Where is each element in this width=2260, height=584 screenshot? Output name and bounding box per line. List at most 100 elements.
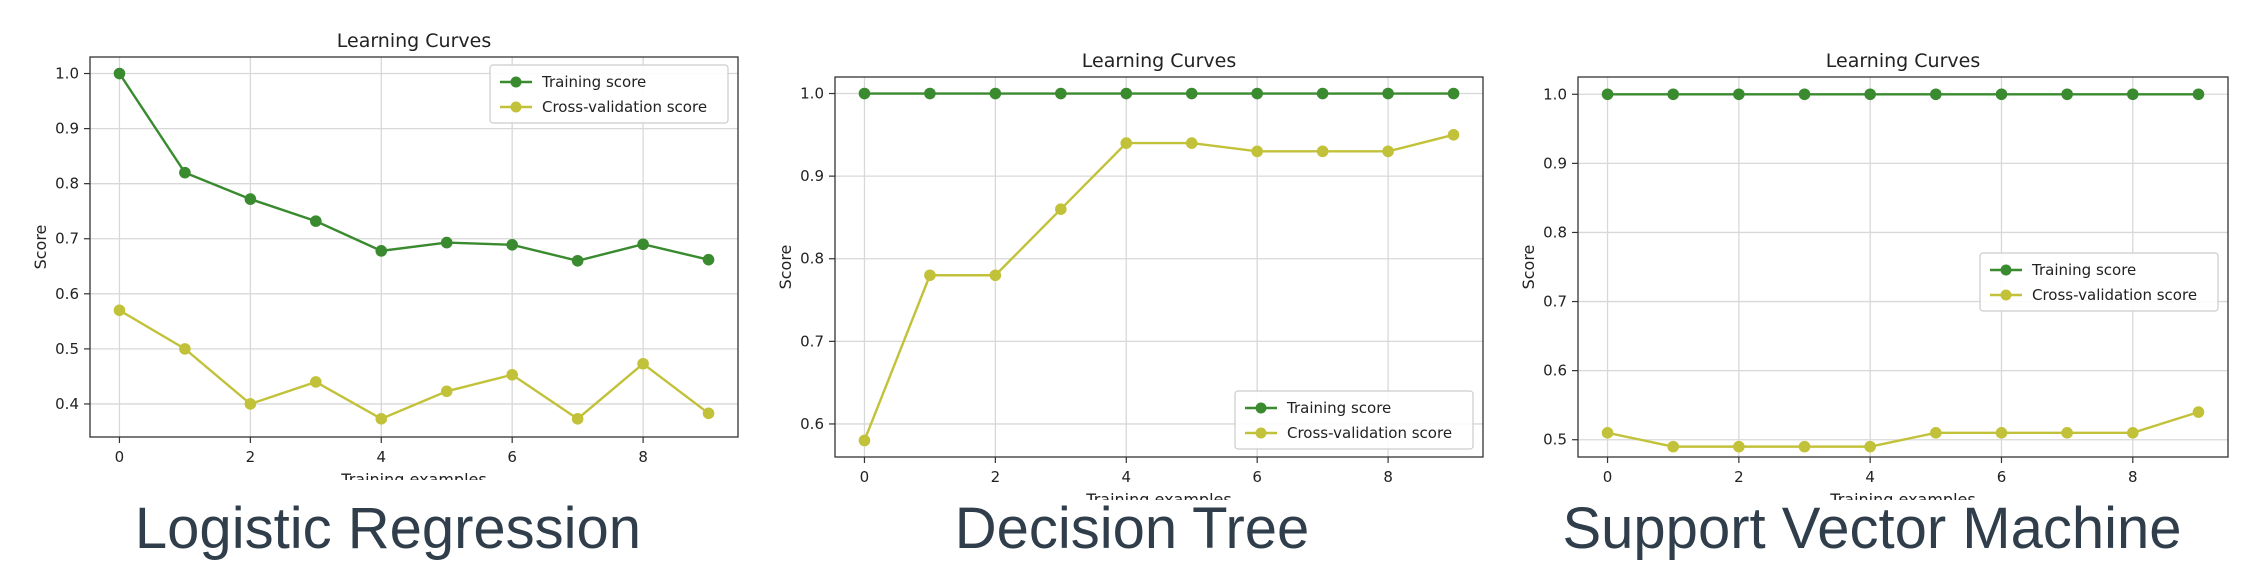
legend-box — [1234, 390, 1474, 450]
cv-score-point — [1601, 427, 1614, 439]
legend-swatch-marker — [1255, 402, 1267, 414]
y-tick-label: 0.9 — [800, 167, 824, 185]
training-score-point — [989, 87, 1002, 100]
training-score-point — [1316, 87, 1329, 100]
training-score-point — [2061, 88, 2073, 101]
x-axis-label: Training examples — [340, 470, 486, 480]
training-score-point — [1055, 87, 1067, 100]
x-tick-label: 2 — [991, 468, 1001, 486]
cv-score-point — [244, 398, 257, 410]
legend-label: Training score — [2031, 261, 2136, 279]
cv-score-point — [179, 343, 191, 355]
caption-logistic-regression: Logistic Regression — [134, 496, 642, 561]
cv-score-point — [1382, 145, 1394, 158]
cv-score-point — [2126, 427, 2139, 439]
cv-score-point — [1120, 137, 1133, 149]
legend-label: Cross-validation score — [1287, 424, 1452, 442]
x-tick-label: 8 — [1383, 468, 1393, 486]
x-tick-label: 6 — [1252, 468, 1262, 486]
x-tick-label: 2 — [1734, 468, 1744, 486]
training-score-point — [924, 87, 936, 100]
cv-score-point — [375, 413, 388, 425]
logistic-regression-chart: 0 2 4 6 8 0.4 0.5 0.6 0.7 0.8 0.9 1.0 Learning Curve… — [31, 30, 739, 480]
cv-score-point — [989, 269, 1002, 282]
cv-score-point — [1185, 137, 1198, 149]
axes-frame — [1577, 76, 2229, 458]
training-score-point — [244, 193, 257, 205]
axes-frame — [834, 76, 1484, 458]
x-tick-label: 6 — [507, 448, 517, 466]
training-score-point — [1864, 88, 1876, 101]
training-score-point — [113, 67, 126, 80]
legend-swatch-marker — [2000, 264, 2012, 276]
decision-tree-chart: 0 2 4 6 8 0.6 0.7 0.8 0.9 1.0 Learning Curves Train… — [776, 50, 1484, 500]
legend: Training score Cross-validation score — [1979, 252, 2219, 312]
cv-score-point — [637, 357, 649, 370]
training-score-point — [1120, 87, 1133, 100]
training-score-point — [637, 238, 649, 251]
y-tick-label: 1.0 — [800, 85, 824, 103]
cv-score-point — [924, 269, 936, 282]
legend-label: Training score — [541, 73, 646, 91]
cv-score-point — [858, 434, 871, 447]
training-score-point — [440, 236, 453, 249]
cv-score-point — [2061, 427, 2073, 439]
x-tick-label: 8 — [638, 448, 648, 466]
cv-score-point — [1055, 203, 1067, 215]
x-tick-label: 8 — [2128, 468, 2138, 486]
y-tick-label: 0.8 — [1543, 223, 1567, 241]
x-tick-label: 0 — [860, 468, 870, 486]
cv-score-point — [506, 368, 518, 381]
y-tick-label: 0.8 — [800, 250, 824, 268]
chart-title: Learning Curves — [1082, 50, 1236, 72]
legend-label: Cross-validation score — [542, 98, 707, 116]
y-axis-label: Score — [31, 225, 50, 270]
x-axis-label: Training examples — [1829, 490, 1975, 500]
cv-score-point — [571, 413, 584, 425]
y-tick-label: 0.9 — [1543, 154, 1567, 172]
training-score-line — [118, 72, 709, 263]
y-tick-label: 1.0 — [1543, 85, 1567, 103]
training-score-point — [1601, 88, 1614, 101]
svm-chart: 0 2 4 6 8 0.5 0.6 0.7 0.8 0.9 1.0 Learning Curves Tr… — [1519, 50, 2229, 500]
cv-score-line — [1607, 410, 2199, 448]
legend: Training score Cross-validation score — [489, 64, 729, 124]
cv-score-point — [1930, 427, 1942, 439]
training-score-point — [1251, 87, 1263, 100]
y-tick-label: 0.4 — [55, 395, 79, 413]
y-tick-label: 0.6 — [1543, 362, 1567, 380]
x-axis-label: Training examples — [1085, 490, 1231, 500]
y-tick-label: 0.9 — [55, 120, 79, 138]
legend-swatch-marker — [2000, 289, 2012, 301]
training-score-point — [1382, 87, 1394, 100]
training-score-point — [1667, 88, 1680, 101]
training-score-point — [179, 166, 191, 179]
cv-score-line — [118, 309, 710, 421]
training-score-point — [2126, 88, 2139, 101]
cv-score-point — [2192, 406, 2205, 418]
cv-score-point — [1667, 440, 1680, 453]
training-score-point — [1995, 88, 2008, 101]
legend-box — [1979, 252, 2219, 312]
y-tick-label: 1.0 — [55, 65, 79, 83]
training-score-point — [702, 253, 715, 266]
y-axis-label: Score — [1519, 245, 1538, 290]
legend-swatch-marker — [510, 101, 522, 113]
x-tick-label: 0 — [115, 448, 125, 466]
training-score-point — [1185, 87, 1198, 100]
legend-label: Cross-validation score — [2032, 286, 2197, 304]
training-score-point — [1733, 88, 1745, 101]
x-tick-label: 0 — [1603, 468, 1613, 486]
x-tick-label: 6 — [1997, 468, 2007, 486]
training-score-point — [858, 87, 871, 100]
legend-swatch-marker — [510, 76, 522, 88]
cv-score-point — [1995, 427, 2008, 439]
cv-score-point — [1733, 440, 1745, 453]
legend-swatch-marker — [1255, 427, 1267, 439]
cv-score-point — [1251, 145, 1263, 158]
training-score-point — [2192, 88, 2205, 101]
y-tick-label: 0.6 — [55, 285, 79, 303]
training-score-point — [1447, 87, 1460, 100]
y-tick-label: 0.7 — [1543, 293, 1567, 311]
training-score-point — [310, 215, 322, 227]
